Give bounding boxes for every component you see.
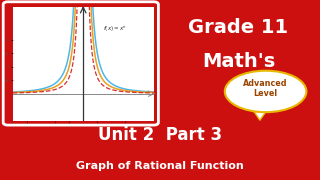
Ellipse shape [225, 71, 307, 112]
Text: Grade 11: Grade 11 [188, 18, 288, 37]
Polygon shape [254, 112, 266, 120]
Text: Math's: Math's [202, 52, 275, 71]
Text: $f(x)=x^n$: $f(x)=x^n$ [103, 25, 127, 35]
Text: Advanced
Level: Advanced Level [243, 79, 288, 98]
Text: Graph of Rational Function: Graph of Rational Function [76, 161, 244, 171]
Text: Unit 2  Part 3: Unit 2 Part 3 [98, 126, 222, 144]
